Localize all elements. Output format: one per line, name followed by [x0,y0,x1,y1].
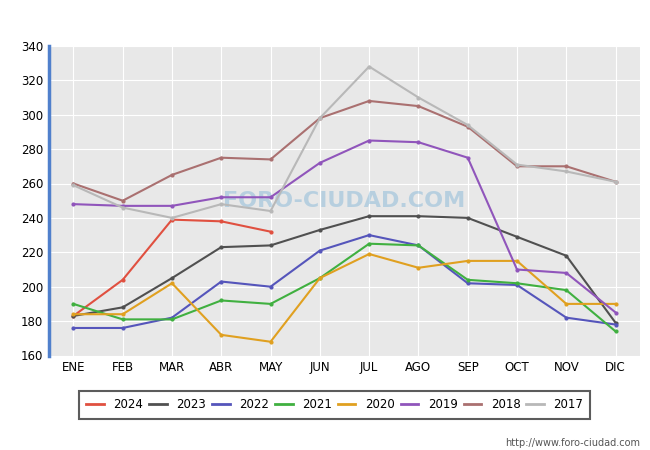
Text: Afiliados en Valdegovía/Gaubea a 31/5/2024: Afiliados en Valdegovía/Gaubea a 31/5/20… [119,11,531,30]
Legend: 2024, 2023, 2022, 2021, 2020, 2019, 2018, 2017: 2024, 2023, 2022, 2021, 2020, 2019, 2018… [79,392,590,418]
Text: FORO-CIUDAD.COM: FORO-CIUDAD.COM [224,191,465,211]
Text: http://www.foro-ciudad.com: http://www.foro-ciudad.com [505,438,640,448]
